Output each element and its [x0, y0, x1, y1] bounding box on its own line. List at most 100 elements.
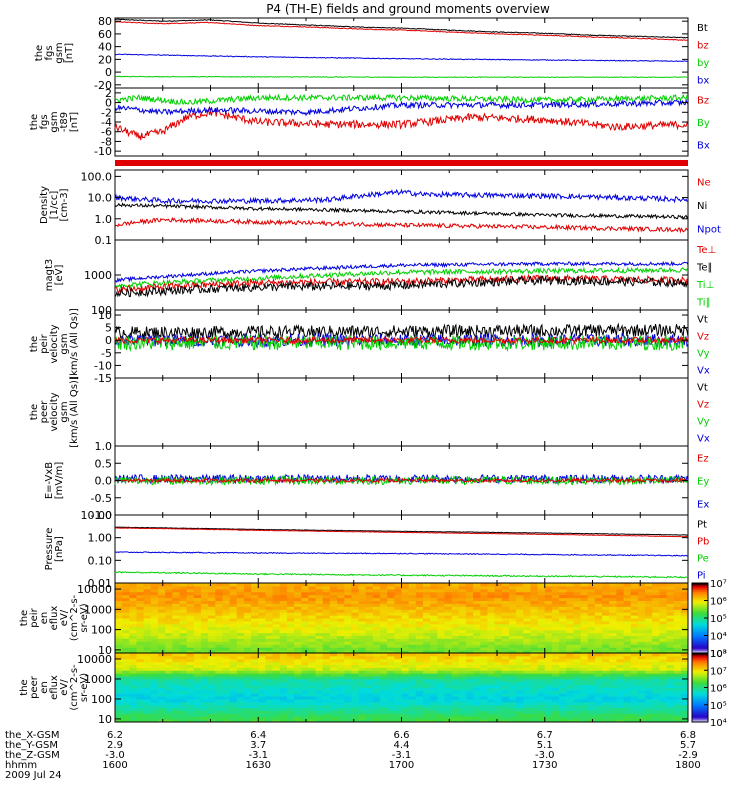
spectrogram-cell — [487, 650, 496, 654]
spectrogram-cell — [344, 594, 352, 599]
spectrogram-cell — [415, 719, 424, 723]
spectrogram-cell — [523, 609, 531, 613]
spectrogram-cell — [487, 716, 496, 720]
spectrogram-cell — [480, 687, 488, 691]
spectrogram-cell — [122, 678, 130, 683]
spectrogram-cell — [458, 594, 467, 599]
spectrogram-cell — [272, 655, 281, 660]
colorbar-step — [692, 708, 708, 711]
spectrogram-cell — [301, 653, 309, 657]
spectrogram-cell — [301, 623, 309, 628]
spectrogram-cell — [136, 618, 145, 622]
spectrogram-cell — [186, 641, 195, 645]
y-tick-label: -15 — [94, 372, 112, 385]
spectrogram-cell — [480, 664, 488, 668]
spectrogram-cell — [329, 615, 338, 619]
spectrogram-cell — [508, 696, 517, 700]
spectrogram-cell — [150, 699, 159, 703]
spectrogram-cell — [444, 707, 453, 711]
spectrogram-cell — [637, 661, 646, 665]
spectrogram-cell — [680, 699, 689, 703]
spectrogram-cell — [236, 650, 245, 654]
spectrogram-cell — [415, 670, 424, 674]
spectrogram-cell — [616, 676, 625, 680]
spectrogram-cell — [380, 641, 388, 645]
spectrogram-cell — [602, 620, 610, 625]
spectrogram-cell — [559, 618, 567, 622]
spectrogram-cell — [322, 644, 331, 648]
spectrogram-cell — [666, 667, 675, 671]
spectrogram-cell — [623, 716, 632, 720]
spectrogram-cell — [422, 653, 431, 657]
spectrogram-cell — [673, 583, 682, 587]
spectrogram-cell — [444, 609, 453, 613]
spectrogram-cell — [516, 684, 524, 688]
colorbar-step — [692, 642, 708, 645]
spectrogram-cell — [437, 623, 445, 628]
spectrogram-cell — [616, 594, 625, 599]
spectrogram-cell — [623, 629, 632, 634]
spectrogram-cell — [115, 609, 123, 613]
spectrogram-cell — [229, 623, 238, 628]
spectrogram-cell — [530, 693, 539, 697]
spectrogram-cell — [609, 676, 617, 680]
spectrogram-cell — [645, 678, 653, 683]
spectrogram-cell — [165, 612, 173, 616]
spectrogram-cell — [172, 606, 180, 610]
series-bx — [114, 53, 689, 63]
spectrogram-cell — [666, 710, 675, 714]
spectrogram-cell — [143, 701, 152, 706]
spectrogram-cell — [186, 644, 195, 648]
legend-vz: Vz — [697, 332, 709, 343]
spectrogram-cell — [329, 585, 338, 590]
spectrogram-cell — [444, 687, 453, 691]
spectrogram-cell — [544, 609, 553, 613]
spectrogram-cell — [322, 653, 331, 657]
spectrogram-cell — [315, 612, 324, 616]
spectrogram-cell — [308, 719, 317, 723]
ylabel-line: the — [29, 114, 40, 130]
spectrogram-cell — [430, 676, 438, 680]
spectrogram-cell — [415, 603, 424, 607]
spectrogram-cell — [351, 696, 360, 700]
spectrogram-cell — [329, 690, 338, 694]
spectrogram-cell — [365, 647, 374, 651]
spectrogram-cell — [315, 716, 324, 720]
spectrogram-cell — [322, 600, 331, 604]
ylabel-line: eV/ — [59, 609, 70, 626]
spectrogram-cell — [480, 650, 488, 654]
spectrogram-cell — [430, 629, 438, 634]
spectrogram-cell — [602, 594, 610, 599]
spectrogram-cell — [337, 623, 345, 628]
spectrogram-cell — [308, 673, 317, 677]
spectrogram-cell — [544, 699, 553, 703]
spectrogram-cell — [294, 615, 302, 619]
spectrogram-cell — [337, 678, 345, 683]
spectrogram-cell — [680, 681, 689, 686]
spectrogram-cell — [337, 673, 345, 677]
spectrogram-cell — [215, 707, 223, 711]
spectrogram-cell — [673, 641, 682, 645]
spectrogram-cell — [465, 681, 474, 686]
spectrogram-cell — [372, 655, 381, 660]
spectrogram-cell — [329, 701, 338, 706]
spectrogram-cell — [143, 615, 152, 619]
spectrogram-cell — [272, 681, 281, 686]
footer-value: 1800 — [675, 760, 700, 771]
spectrogram-cell — [594, 719, 603, 723]
footer-value: -3.0 — [105, 750, 125, 761]
spectrogram-cell — [200, 681, 209, 686]
spectrogram-cell — [122, 699, 130, 703]
y-tick-label: 60 — [98, 28, 112, 41]
spectrogram-cell — [422, 716, 431, 720]
spectrogram-cell — [444, 641, 453, 645]
spectrogram-cell — [637, 707, 646, 711]
spectrogram-cell — [544, 658, 553, 663]
spectrogram-cell — [337, 594, 345, 599]
spectrogram-cell — [243, 684, 252, 688]
spectrogram-cell — [666, 676, 675, 680]
spectrogram-cell — [322, 641, 331, 645]
colorbar-step — [692, 597, 708, 600]
spectrogram-cell — [272, 699, 281, 703]
spectrogram-cell — [294, 681, 302, 686]
